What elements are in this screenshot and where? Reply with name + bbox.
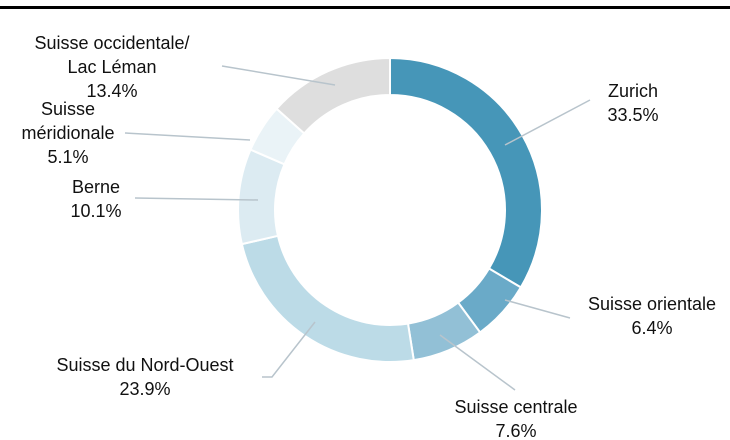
slice-label: Suisse (41, 99, 95, 119)
value-label: 13.4% (86, 81, 137, 101)
leader-line (439, 334, 516, 391)
value-label: 6.4% (631, 318, 672, 338)
slice-label: Suisse du Nord-Ouest (56, 355, 233, 375)
header-rule (0, 6, 730, 9)
slice-label: Suisse orientale (588, 294, 716, 314)
value-label: 10.1% (70, 201, 121, 221)
value-label: 7.6% (495, 421, 536, 440)
value-label: 23.9% (119, 379, 170, 399)
leader-line (504, 99, 591, 146)
value-label: 33.5% (607, 105, 658, 125)
slice-label: Suisse occidentale/ (34, 33, 189, 53)
leader-line (504, 299, 571, 319)
slice-label: Berne (72, 177, 120, 197)
slice-label: Lac Léman (67, 57, 156, 77)
value-label: 5.1% (47, 147, 88, 167)
leader-line (262, 321, 316, 378)
donut-slice (275, 56, 391, 135)
slice-label: méridionale (21, 123, 114, 143)
leader-line (221, 65, 336, 86)
slice-label: Suisse centrale (454, 397, 577, 417)
leader-line (134, 197, 259, 201)
leader-line (124, 132, 251, 141)
slice-label: Zurich (608, 81, 658, 101)
